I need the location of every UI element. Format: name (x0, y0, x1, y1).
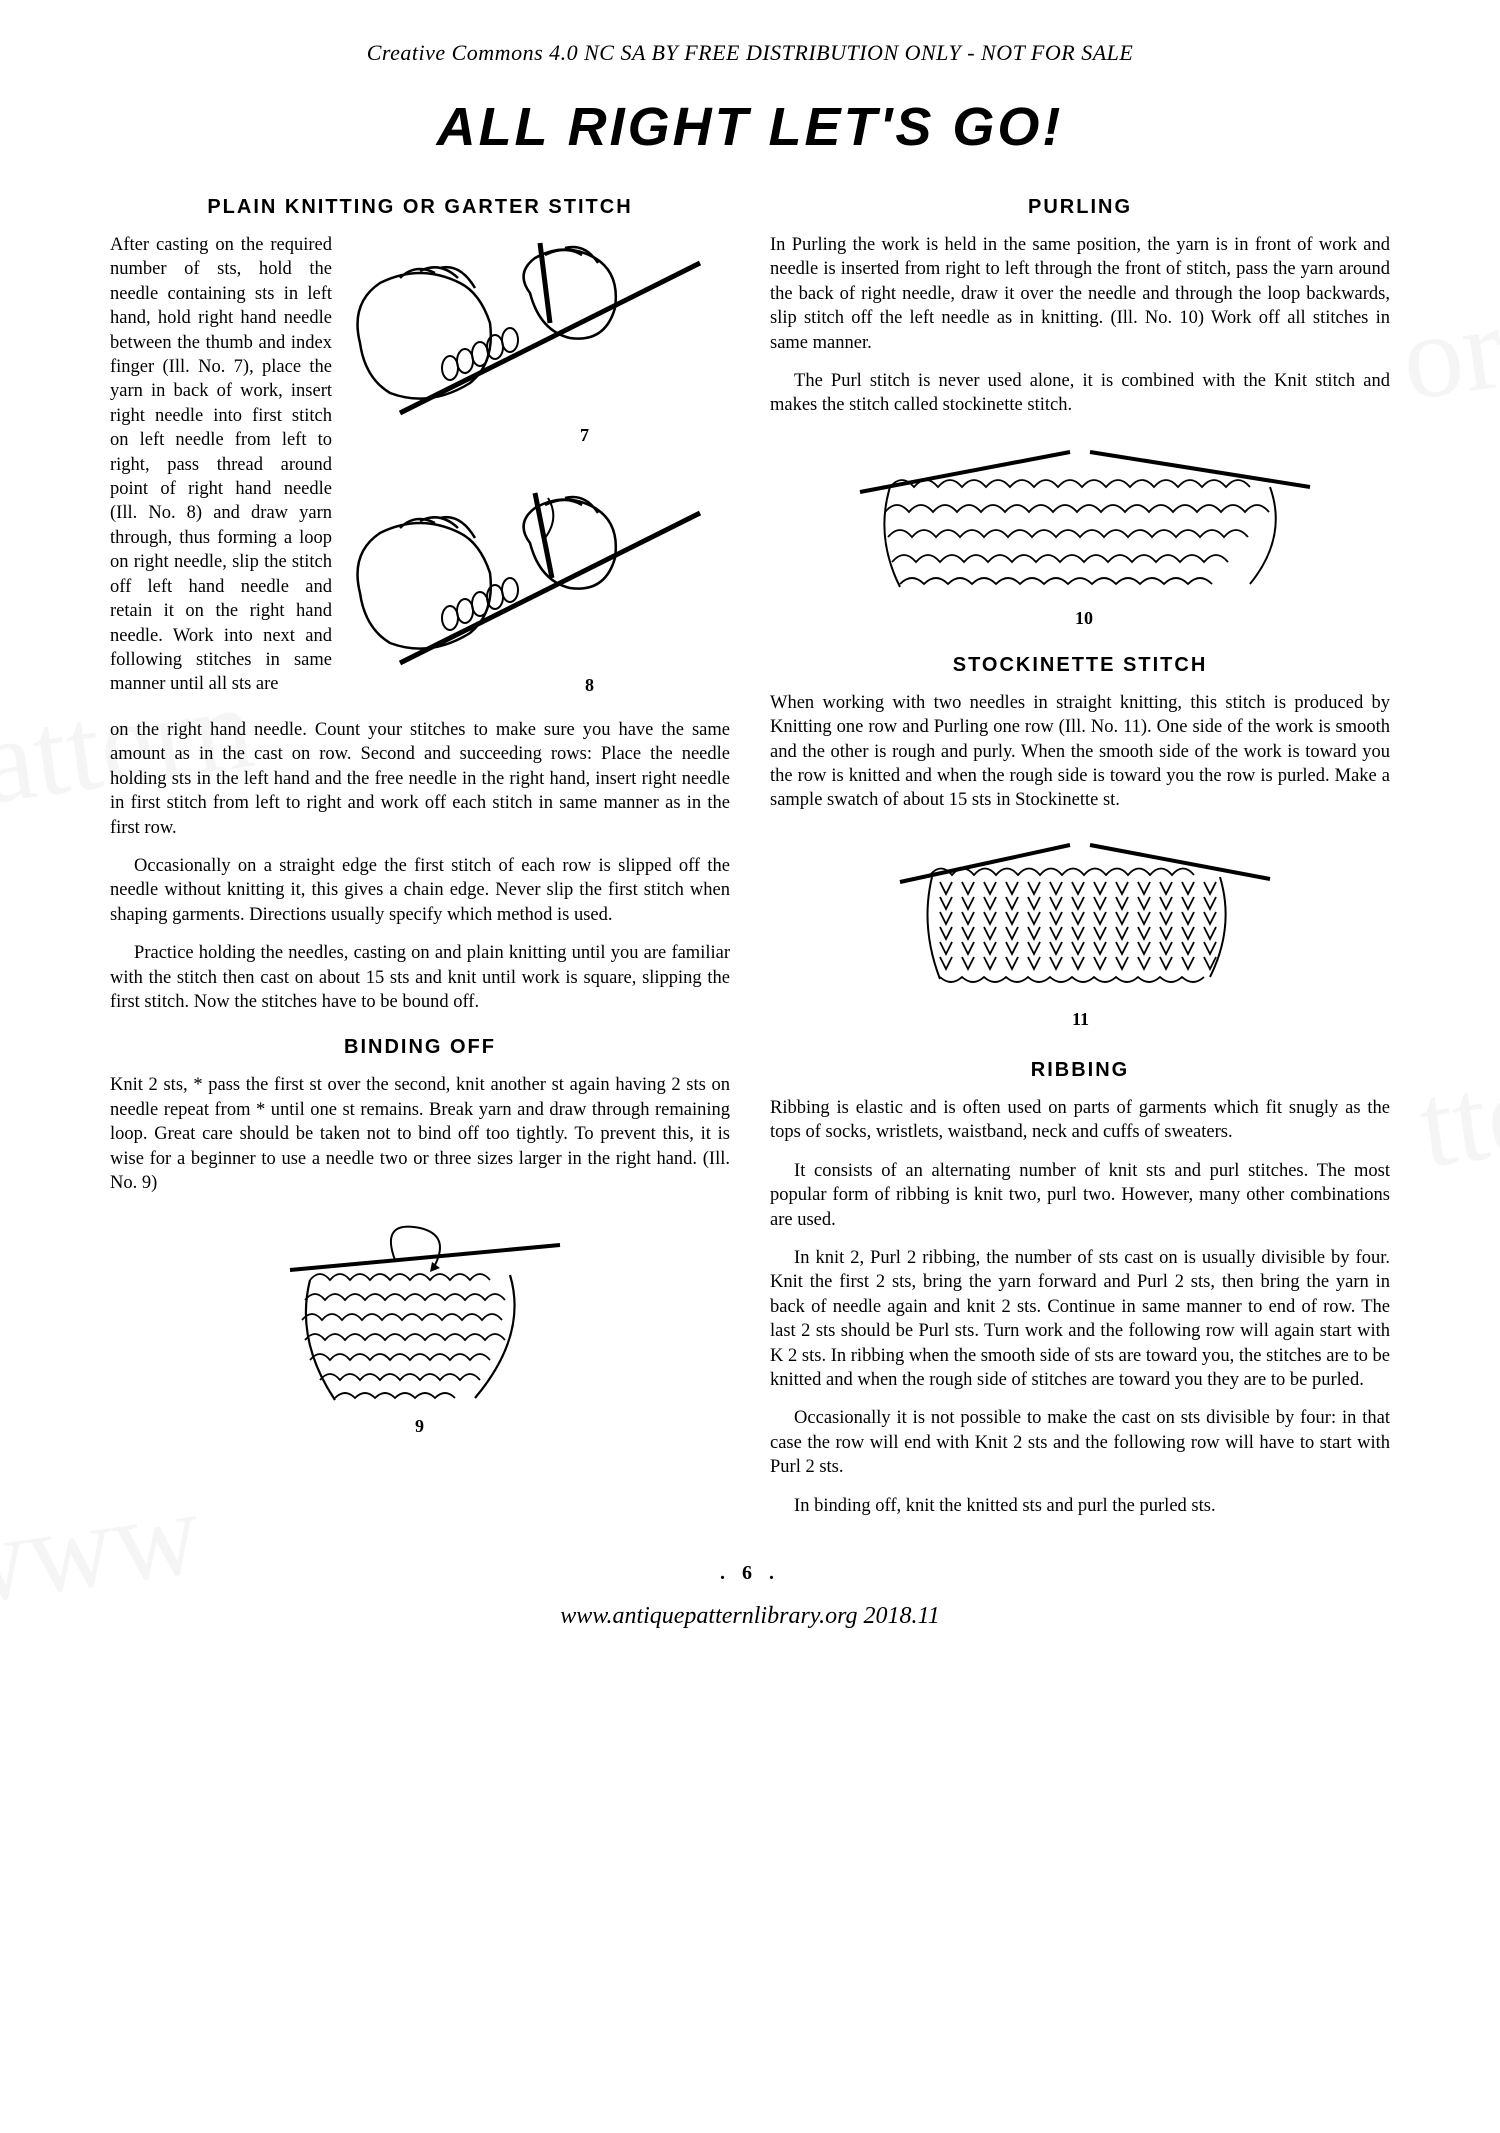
para-binding-off: Knit 2 sts, * pass the first st over the… (110, 1073, 730, 1195)
para-ribbing-4: Occasionally it is not possible to make … (770, 1406, 1390, 1479)
para-ribbing-5: In binding off, knit the knitted sts and… (770, 1494, 1390, 1518)
heading-plain-knitting: PLAIN KNITTING OR GARTER STITCH (110, 196, 730, 219)
para-ribbing-2: It consists of an alternating number of … (770, 1159, 1390, 1232)
right-column: PURLING In Purling the work is held in t… (770, 196, 1390, 1532)
illustration-11: 11 (770, 827, 1390, 1037)
svg-text:11: 11 (1072, 1009, 1089, 1029)
heading-binding-off: BINDING OFF (110, 1036, 730, 1059)
para-purling-2: The Purl stitch is never used alone, it … (770, 369, 1390, 418)
svg-text:9: 9 (415, 1416, 424, 1436)
footer-url: www.antiquepatternlibrary.org 2018.11 (110, 1603, 1390, 1630)
para-ribbing-3: In knit 2, Purl 2 ribbing, the number of… (770, 1246, 1390, 1392)
para-stockinette: When working with two needles in straigh… (770, 691, 1390, 813)
page-number: . 6 . (110, 1562, 1390, 1585)
svg-text:10: 10 (1075, 608, 1093, 628)
illustration-7-8: 7 (340, 233, 730, 718)
watermark: org (1393, 270, 1500, 429)
left-column: PLAIN KNITTING OR GARTER STITCH (110, 196, 730, 1532)
svg-text:8: 8 (585, 675, 594, 695)
para-purling-1: In Purling the work is held in the same … (770, 233, 1390, 355)
illustration-9: 9 (110, 1210, 730, 1440)
heading-purling: PURLING (770, 196, 1390, 219)
para-ribbing-1: Ribbing is elastic and is often used on … (770, 1096, 1390, 1145)
watermark: tte (1411, 1042, 1500, 1195)
para-plain-knitting-2: Occasionally on a straight edge the firs… (110, 854, 730, 927)
svg-text:7: 7 (580, 425, 589, 445)
illustration-10: 10 (770, 432, 1390, 632)
para-plain-knitting-3: Practice holding the needles, casting on… (110, 941, 730, 1014)
para-plain-knitting-1b: on the right hand needle. Count your sti… (110, 718, 730, 840)
heading-ribbing: RIBBING (770, 1059, 1390, 1082)
license-header: Creative Commons 4.0 NC SA BY FREE DISTR… (110, 40, 1390, 66)
heading-stockinette: STOCKINETTE STITCH (770, 654, 1390, 677)
main-title: ALL RIGHT LET'S GO! (110, 96, 1390, 158)
